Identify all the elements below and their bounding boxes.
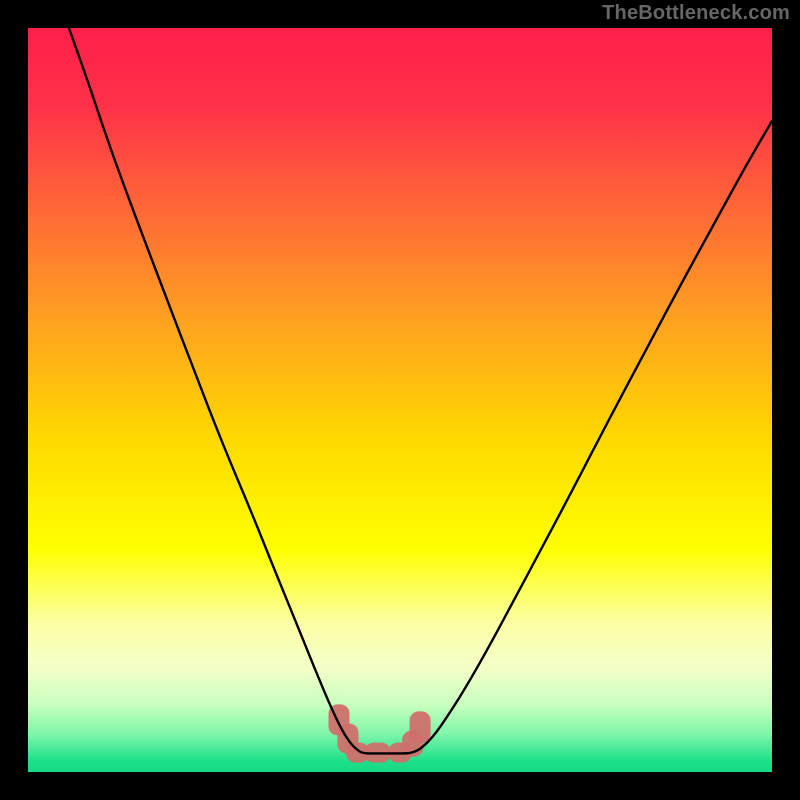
image-frame: TheBottleneck.com — [0, 0, 800, 800]
valley-marker — [410, 711, 431, 743]
chart-svg — [0, 0, 800, 800]
attribution-label: TheBottleneck.com — [602, 2, 790, 25]
gradient-background — [28, 28, 772, 772]
